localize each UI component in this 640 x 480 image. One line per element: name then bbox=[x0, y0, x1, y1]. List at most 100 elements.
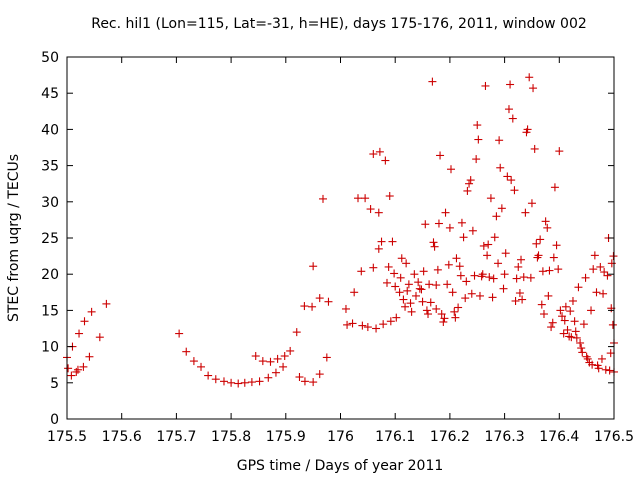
data-point bbox=[417, 285, 426, 294]
data-point bbox=[494, 259, 503, 268]
x-tick-label: 176.5 bbox=[594, 429, 634, 445]
data-point bbox=[240, 378, 249, 387]
data-point bbox=[478, 270, 487, 279]
data-point bbox=[395, 288, 404, 297]
data-point bbox=[418, 297, 427, 306]
x-tick-label: 175.9 bbox=[266, 429, 306, 445]
data-point bbox=[322, 353, 331, 362]
data-point bbox=[374, 208, 383, 217]
data-point bbox=[358, 321, 367, 330]
y-tick-label: 25 bbox=[41, 231, 59, 247]
data-point bbox=[488, 293, 497, 302]
y-tick: 30 bbox=[41, 195, 614, 211]
data-point bbox=[472, 155, 481, 164]
data-point bbox=[315, 370, 324, 379]
data-point bbox=[596, 262, 605, 271]
data-point bbox=[467, 289, 476, 298]
data-point bbox=[401, 302, 410, 311]
data-point bbox=[271, 368, 280, 377]
data-point bbox=[390, 269, 399, 278]
data-point bbox=[264, 373, 273, 382]
data-point bbox=[483, 251, 492, 260]
data-point bbox=[433, 265, 442, 274]
y-tick: 0 bbox=[50, 412, 614, 428]
data-point bbox=[384, 262, 393, 271]
y-tick: 5 bbox=[50, 376, 614, 392]
data-point bbox=[501, 249, 510, 258]
data-point bbox=[570, 317, 579, 326]
plot-frame bbox=[66, 56, 615, 420]
y-axis-label: STEC from uqrg / TECUs bbox=[6, 154, 22, 322]
data-point bbox=[532, 239, 541, 248]
data-point bbox=[258, 357, 267, 366]
data-point bbox=[538, 267, 547, 276]
data-point bbox=[468, 226, 477, 235]
data-point bbox=[537, 300, 546, 309]
data-point bbox=[533, 253, 542, 262]
data-point bbox=[300, 302, 309, 311]
x-tick-label: 175.8 bbox=[211, 429, 251, 445]
data-point bbox=[85, 352, 94, 361]
data-point bbox=[379, 320, 388, 329]
data-point bbox=[495, 136, 504, 145]
data-point bbox=[300, 377, 309, 386]
data-point bbox=[556, 306, 565, 315]
data-point bbox=[419, 267, 428, 276]
y-tick: 10 bbox=[41, 340, 614, 356]
data-point bbox=[607, 259, 616, 268]
data-point bbox=[510, 186, 519, 195]
data-point bbox=[576, 338, 585, 347]
data-point bbox=[426, 298, 435, 307]
data-point bbox=[189, 357, 198, 366]
x-tick-label: 176.3 bbox=[485, 429, 525, 445]
data-point bbox=[600, 268, 609, 277]
data-point bbox=[527, 199, 536, 208]
data-point bbox=[445, 223, 454, 232]
data-point bbox=[407, 307, 416, 316]
y-axis: 0 5 10 15 20 25 30 35 40 45 50 bbox=[41, 50, 614, 428]
y-tick-label: 20 bbox=[41, 267, 59, 283]
y-tick-label: 15 bbox=[41, 303, 59, 319]
x-tick: 175.6 bbox=[102, 57, 142, 445]
data-point bbox=[428, 77, 437, 86]
data-point bbox=[521, 208, 530, 217]
data-point bbox=[554, 265, 563, 274]
data-point bbox=[499, 284, 508, 293]
data-point bbox=[515, 289, 524, 298]
data-point bbox=[456, 271, 465, 280]
x-tick: 175.8 bbox=[211, 57, 251, 445]
data-point bbox=[486, 194, 495, 203]
data-point bbox=[446, 165, 455, 174]
data-point bbox=[590, 251, 599, 260]
x-tick: 176.4 bbox=[539, 57, 579, 445]
data-point bbox=[410, 270, 419, 279]
data-point bbox=[583, 354, 592, 363]
data-point bbox=[519, 273, 528, 282]
data-point bbox=[560, 316, 569, 325]
data-point bbox=[605, 366, 614, 375]
data-point bbox=[523, 125, 532, 134]
data-point bbox=[492, 212, 501, 221]
data-point bbox=[372, 324, 381, 333]
data-point bbox=[485, 273, 494, 282]
y-tick: 40 bbox=[41, 122, 614, 138]
data-point bbox=[451, 313, 460, 322]
data-point bbox=[481, 81, 490, 90]
data-point bbox=[490, 233, 499, 242]
data-point bbox=[382, 278, 391, 287]
data-point bbox=[381, 156, 390, 165]
data-point bbox=[474, 135, 483, 144]
data-point bbox=[589, 265, 598, 274]
data-point bbox=[601, 365, 610, 374]
data-point bbox=[572, 333, 581, 342]
data-point bbox=[204, 371, 213, 380]
data-point bbox=[425, 280, 434, 289]
y-tick: 35 bbox=[41, 159, 614, 175]
data-point bbox=[80, 317, 89, 326]
data-point bbox=[414, 278, 423, 287]
data-point bbox=[79, 362, 88, 371]
data-point bbox=[385, 192, 394, 201]
data-point bbox=[454, 303, 463, 312]
data-point bbox=[496, 163, 505, 172]
data-point bbox=[441, 208, 450, 217]
